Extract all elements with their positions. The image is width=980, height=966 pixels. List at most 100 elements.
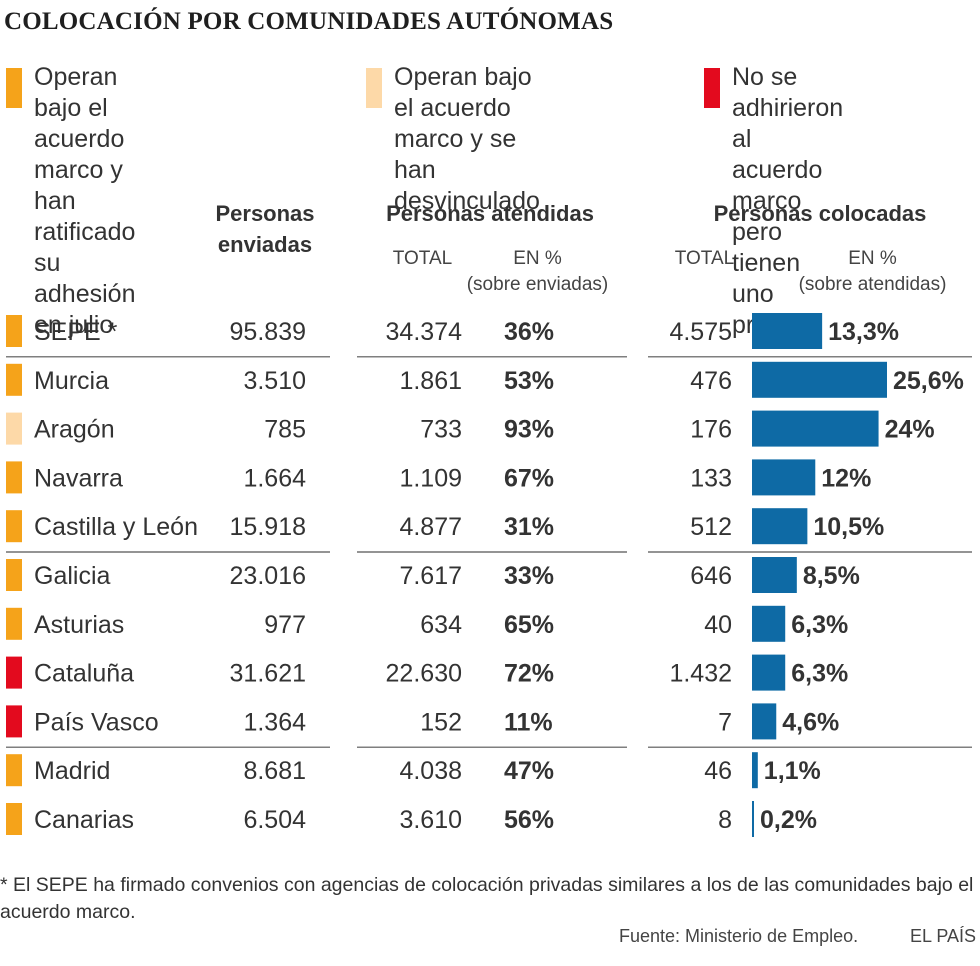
value-colocadas: 4.575 [669,318,732,346]
value-enviadas: 3.510 [243,367,306,395]
bar-pct-colocadas [752,410,879,447]
header-enviadas-line2: enviadas [217,232,313,257]
header-enviadas-line1: Personas [215,201,315,226]
bar-label: 6,3% [791,611,848,639]
row-name: Asturias [34,611,124,639]
value-enviadas: 977 [264,611,306,639]
value-atendidas: 4.038 [399,757,462,785]
legend-label: Operan bajo el acuerdo marco y se han desv… [394,62,540,217]
bar-pct-colocadas [752,508,808,545]
row-category-swatch [6,559,22,591]
value-atendidas: 1.109 [399,464,462,492]
legend-label-line: desvinculado [394,187,540,215]
colocacion-chart: SEPE * 95.839 34.374 36% 4.575 13,3% Murcia 3.5… [6,313,972,837]
subheader-total-colocadas: TOTAL [674,248,735,269]
subheader-pct-atendidas-line1: EN % [513,248,562,269]
value-enviadas: 15.918 [230,513,306,541]
value-atendidas: 152 [420,708,462,736]
value-enviadas: 31.621 [230,660,306,688]
bar-pct-colocadas [752,752,758,789]
legend-swatch [704,68,720,108]
value-pct-atendidas: 11% [504,708,553,736]
row-name: SEPE * [34,318,118,346]
bar-pct-colocadas [752,703,777,740]
subheader-pct-colocadas-line1: EN % [848,248,897,269]
bar-pct-colocadas [752,557,797,593]
row-category-swatch [6,363,22,396]
value-atendidas: 7.617 [399,562,462,590]
value-enviadas: 6.504 [243,806,306,834]
value-colocadas: 8 [718,806,732,834]
value-atendidas: 4.877 [399,513,462,541]
row-name: Galicia [34,562,111,590]
value-enviadas: 8.681 [243,757,306,785]
legend-label-line: Operan bajo el acuerdo [34,63,125,153]
value-atendidas: 22.630 [386,660,462,688]
value-atendidas: 3.610 [399,806,462,834]
chart-title: COLOCACIÓN POR COMUNIDADES AUTÓNOMAS [4,8,614,35]
bar-pct-colocadas [752,654,786,691]
subheader-pct-atendidas-line2: (sobre enviadas) [466,274,609,295]
subheader-pct-atendidas: EN % (sobre enviadas) [440,246,635,298]
value-enviadas: 1.364 [243,708,306,736]
bar-pct-colocadas [752,801,754,837]
bar-pct-colocadas [752,459,816,496]
header-atendidas: Personas atendidas [386,201,594,226]
legend-label-line: su adhesión en julio [34,249,136,339]
value-pct-atendidas: 36% [504,318,554,346]
legend-label-line: marco y se han [394,125,517,184]
source-note: Fuente: Ministerio de Empleo. [619,926,859,946]
value-pct-atendidas: 53% [504,367,554,395]
bar-label: 13,3% [828,318,899,346]
brand-label: EL PAÍS [910,926,977,946]
value-pct-atendidas: 72% [504,660,554,688]
legend-label: Operan bajo el acuerdo marco y han ratifi… [34,62,135,341]
bar-label: 0,2% [760,806,817,834]
row-name: País Vasco [34,708,159,736]
value-pct-atendidas: 33% [504,562,554,590]
value-colocadas: 476 [690,367,732,395]
legend-label-line: No se adhirieron al [732,63,844,153]
row-category-swatch [6,803,22,835]
row-name: Canarias [34,806,134,834]
row-category-swatch [6,656,22,689]
subheader-total-atendidas: TOTAL [392,248,453,269]
value-enviadas: 1.664 [243,464,306,492]
value-pct-atendidas: 47% [504,757,554,785]
value-enviadas: 23.016 [230,562,306,590]
legend-label-line: Operan bajo el acuerdo [394,63,532,122]
value-pct-atendidas: 31% [504,513,554,541]
value-colocadas: 512 [690,513,732,541]
row-name: Aragón [34,416,115,444]
value-pct-atendidas: 56% [504,806,554,834]
legend-swatch [366,68,382,108]
value-pct-atendidas: 65% [504,611,554,639]
row-name: Castilla y León [34,513,198,541]
value-atendidas: 733 [420,416,462,444]
footnote: * El SEPE ha firmado convenios con agenc… [0,874,974,923]
value-colocadas: 176 [690,416,732,444]
subheader-pct-colocadas: EN % (sobre atendidas) [775,246,970,298]
value-atendidas: 634 [420,611,462,639]
value-colocadas: 46 [704,757,732,785]
row-category-swatch [6,461,22,494]
bar-pct-colocadas [752,361,887,398]
legend-label-line: marco y han ratificado [34,156,136,246]
value-colocadas: 40 [704,611,732,639]
row-category-swatch [6,705,22,738]
value-pct-atendidas: 67% [504,464,554,492]
value-colocadas: 646 [690,562,732,590]
row-category-swatch [6,510,22,543]
bar-label: 12% [821,464,871,492]
row-category-swatch [6,412,22,445]
bar-label: 1,1% [764,757,821,785]
bar-label: 10,5% [813,513,884,541]
bar-label: 8,5% [803,562,860,590]
row-category-swatch [6,754,22,787]
header-enviadas: Personas enviadas [190,198,340,260]
row-name: Navarra [34,464,123,492]
subheader-pct-colocadas-line2: (sobre atendidas) [798,274,947,295]
value-pct-atendidas: 93% [504,416,554,444]
bar-pct-colocadas [752,605,786,642]
bar-label: 4,6% [782,708,839,736]
